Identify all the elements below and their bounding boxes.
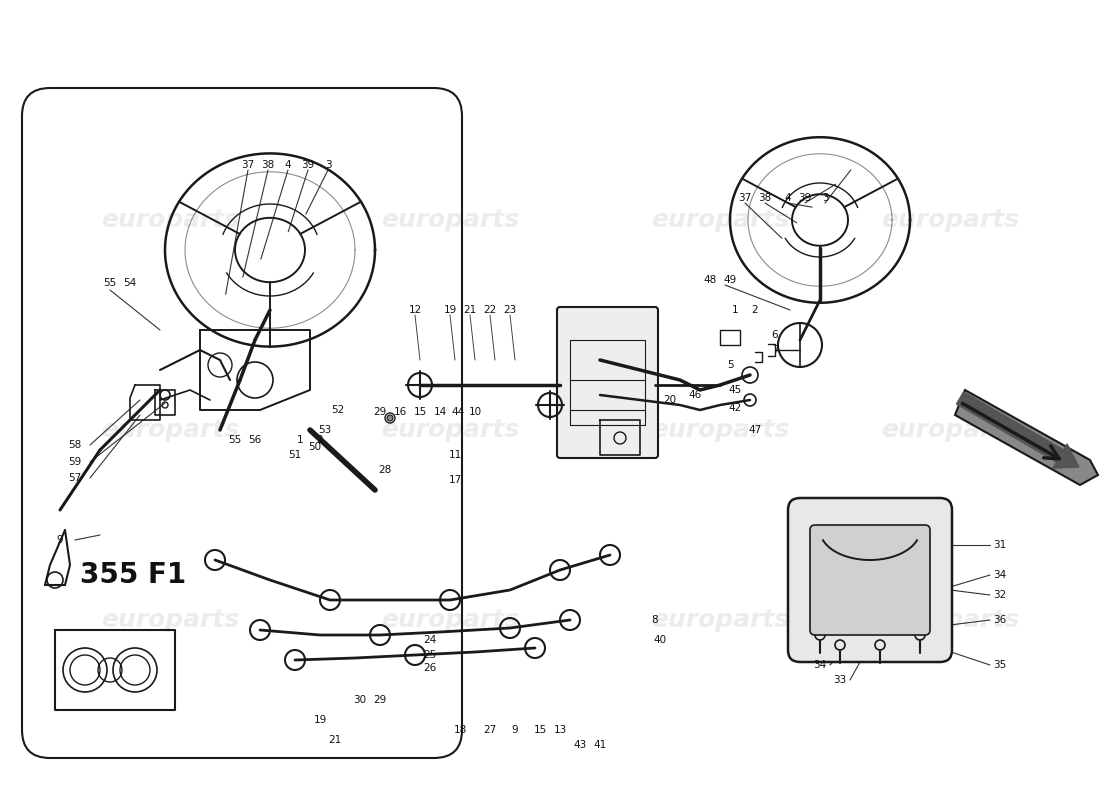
Text: 43: 43 (573, 740, 586, 750)
Text: 25: 25 (424, 650, 437, 660)
Text: 4: 4 (784, 193, 791, 203)
FancyBboxPatch shape (557, 307, 658, 458)
Text: 1: 1 (732, 305, 738, 315)
Text: 5: 5 (727, 360, 734, 370)
Text: 39: 39 (799, 193, 812, 203)
Text: 51: 51 (288, 450, 301, 460)
Text: 44: 44 (451, 407, 464, 417)
Text: 3: 3 (822, 193, 828, 203)
Text: 34: 34 (813, 660, 826, 670)
Text: 56: 56 (249, 435, 262, 445)
Text: europarts: europarts (881, 608, 1019, 632)
Text: 49: 49 (724, 275, 737, 285)
Text: 8: 8 (651, 615, 658, 625)
Text: 48: 48 (703, 275, 716, 285)
Text: europarts: europarts (381, 608, 519, 632)
Text: 32: 32 (993, 590, 1007, 600)
Text: 12: 12 (408, 305, 421, 315)
FancyBboxPatch shape (788, 498, 952, 662)
Text: 21: 21 (463, 305, 476, 315)
Text: 28: 28 (378, 465, 392, 475)
Text: 3: 3 (324, 160, 331, 170)
Text: europarts: europarts (881, 418, 1019, 442)
Text: 52: 52 (331, 405, 344, 415)
Text: 39: 39 (301, 160, 315, 170)
Text: 18: 18 (453, 725, 466, 735)
Text: 47: 47 (748, 425, 761, 435)
Text: 1: 1 (297, 435, 304, 445)
Text: 36: 36 (993, 615, 1007, 625)
Text: 42: 42 (728, 403, 741, 413)
Text: 11: 11 (449, 450, 462, 460)
Text: 9: 9 (57, 535, 64, 545)
Text: 59: 59 (68, 457, 81, 467)
Text: 13: 13 (553, 725, 566, 735)
Text: europarts: europarts (881, 208, 1019, 232)
Text: 31: 31 (993, 540, 1007, 550)
Text: 38: 38 (758, 193, 771, 203)
Text: 33: 33 (834, 675, 847, 685)
Text: europarts: europarts (651, 418, 789, 442)
Text: 45: 45 (728, 385, 741, 395)
Text: 9: 9 (512, 725, 518, 735)
Text: europarts: europarts (381, 208, 519, 232)
Text: 15: 15 (534, 725, 547, 735)
Text: 355 F1: 355 F1 (80, 561, 186, 589)
Text: europarts: europarts (101, 608, 239, 632)
Text: 16: 16 (394, 407, 407, 417)
Text: 22: 22 (483, 305, 496, 315)
Text: 27: 27 (483, 725, 496, 735)
Text: 50: 50 (308, 442, 321, 452)
Text: 4: 4 (285, 160, 292, 170)
FancyBboxPatch shape (810, 525, 930, 635)
Text: europarts: europarts (651, 208, 789, 232)
Text: 14: 14 (433, 407, 447, 417)
Text: 19: 19 (443, 305, 456, 315)
Text: 7: 7 (772, 345, 779, 355)
Text: 55: 55 (103, 278, 117, 288)
Text: 41: 41 (593, 740, 606, 750)
Text: 23: 23 (504, 305, 517, 315)
FancyArrow shape (957, 392, 1079, 468)
Text: 24: 24 (424, 635, 437, 645)
Text: 46: 46 (689, 390, 702, 400)
Text: europarts: europarts (381, 418, 519, 442)
Text: 38: 38 (262, 160, 275, 170)
Text: 29: 29 (373, 695, 386, 705)
Text: 37: 37 (738, 193, 751, 203)
Text: 37: 37 (241, 160, 254, 170)
Text: europarts: europarts (651, 608, 789, 632)
Text: 2: 2 (751, 305, 758, 315)
Text: 35: 35 (993, 660, 1007, 670)
Polygon shape (955, 390, 1098, 485)
Text: 2: 2 (317, 435, 323, 445)
Text: 20: 20 (663, 395, 676, 405)
Text: 21: 21 (329, 735, 342, 745)
Circle shape (387, 415, 393, 421)
Text: 55: 55 (229, 435, 242, 445)
Text: 30: 30 (353, 695, 366, 705)
Text: 29: 29 (373, 407, 386, 417)
Text: europarts: europarts (101, 208, 239, 232)
Text: 53: 53 (318, 425, 331, 435)
Text: 40: 40 (653, 635, 667, 645)
Text: europarts: europarts (101, 418, 239, 442)
Text: 6: 6 (772, 330, 779, 340)
Text: 58: 58 (68, 440, 81, 450)
Text: 34: 34 (993, 570, 1007, 580)
Text: 10: 10 (469, 407, 482, 417)
Text: 17: 17 (449, 475, 462, 485)
Text: 26: 26 (424, 663, 437, 673)
Text: 15: 15 (414, 407, 427, 417)
Text: 57: 57 (68, 473, 81, 483)
Text: 19: 19 (314, 715, 327, 725)
Text: 54: 54 (123, 278, 136, 288)
